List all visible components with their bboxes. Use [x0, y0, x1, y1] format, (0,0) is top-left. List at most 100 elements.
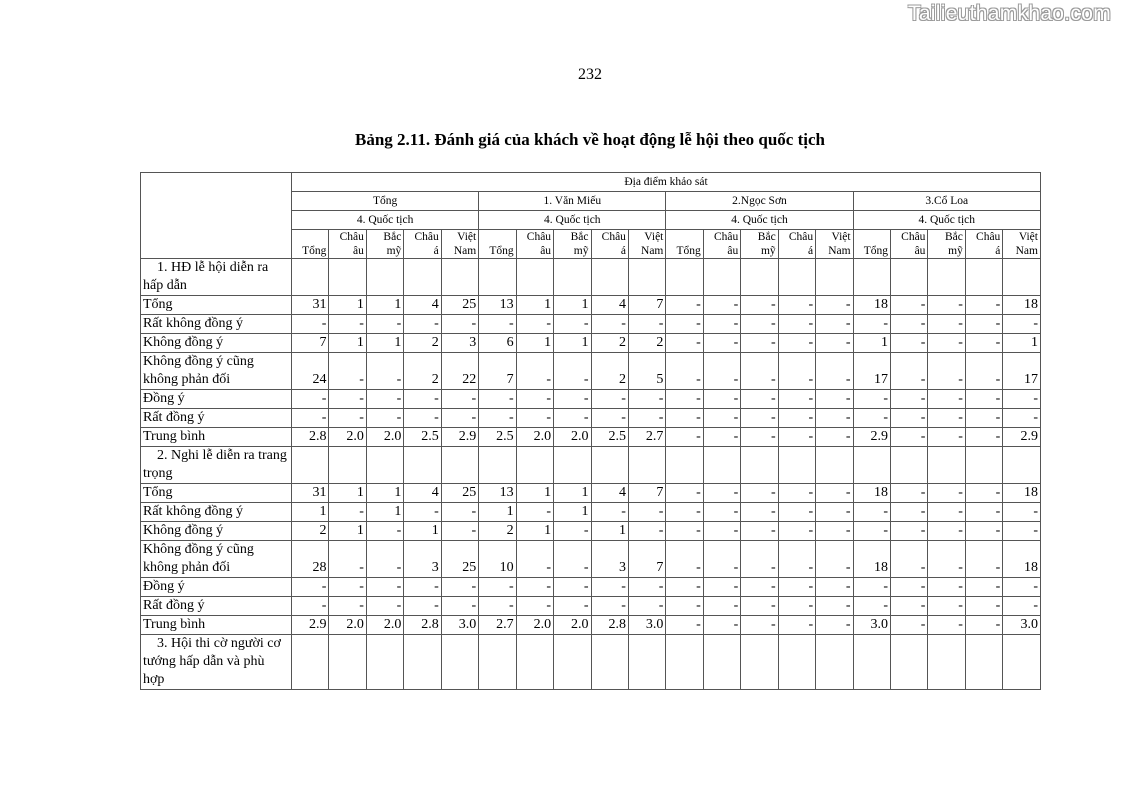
value-cell: 22 — [440, 352, 480, 390]
value-cell: 13 — [478, 483, 517, 503]
value-cell: 2 — [403, 333, 442, 353]
empty-cell — [478, 446, 517, 484]
value-cell: - — [927, 333, 966, 353]
value-cell: - — [627, 389, 667, 409]
value-cell: - — [478, 389, 517, 409]
column-header-line1 — [294, 231, 326, 245]
value-cell: 1 — [328, 521, 367, 541]
value-cell: - — [665, 577, 704, 597]
evaluation-table: Địa điểm khảo sát Tổng 1. Văn Miếu 2.Ngọc S… — [140, 172, 1041, 691]
value-cell: 2.0 — [365, 615, 405, 635]
row-label: Rất đồng ý — [140, 408, 292, 428]
column-header-line2: mỹ — [386, 245, 402, 257]
value-cell: - — [740, 577, 779, 597]
value-cell: - — [365, 389, 405, 409]
value-cell: 3.0 — [1002, 615, 1041, 635]
value-cell: - — [665, 427, 704, 447]
value-cell: - — [702, 502, 742, 522]
value-cell: - — [927, 596, 966, 616]
table-row: Trung bình 2.9 2.0 2.0 2.8 3.0 2.7 2.0 2.0 2.8 3.0… — [140, 615, 1041, 635]
column-header-line2: Nam — [641, 245, 664, 257]
column-header-line2: á — [620, 245, 626, 257]
value-cell: 2.5 — [403, 427, 442, 447]
empty-cell — [815, 633, 854, 691]
empty-cell — [852, 446, 892, 484]
value-cell: - — [815, 389, 854, 409]
empty-cell — [964, 446, 1004, 484]
empty-cell — [440, 633, 480, 691]
value-cell: - — [627, 521, 667, 541]
value-cell: - — [440, 596, 480, 616]
value-cell: 2 — [590, 352, 629, 390]
value-cell: 18 — [852, 483, 892, 503]
column-header-line1: Châu — [526, 231, 552, 243]
value-cell: - — [927, 615, 966, 635]
value-cell: 7 — [627, 540, 667, 578]
empty-cell — [927, 258, 966, 296]
value-cell: 24 — [290, 352, 330, 390]
value-cell: - — [927, 352, 966, 390]
empty-cell — [964, 633, 1004, 691]
value-cell: 3 — [403, 540, 442, 578]
value-cell: 25 — [440, 295, 480, 315]
value-cell: - — [777, 596, 817, 616]
value-cell: - — [927, 295, 966, 315]
empty-cell — [852, 633, 892, 691]
row-label: Không đồng ý — [140, 333, 292, 353]
value-cell: - — [740, 408, 779, 428]
value-cell: - — [515, 352, 555, 390]
value-cell: 4 — [590, 483, 629, 503]
value-cell: 7 — [478, 352, 517, 390]
value-cell: 2.8 — [290, 427, 330, 447]
column-header-line2: á — [995, 245, 1001, 257]
column-header: Bắc mỹ — [740, 229, 779, 259]
value-cell: 2.7 — [627, 427, 667, 447]
empty-cell — [777, 446, 817, 484]
value-cell: - — [403, 408, 442, 428]
value-cell: - — [964, 521, 1004, 541]
value-cell: 2.0 — [515, 615, 555, 635]
value-cell: - — [852, 596, 892, 616]
value-cell: - — [665, 333, 704, 353]
section-row: 1. HĐ lễ hội diễn ra hấp dẫn — [140, 258, 1041, 296]
value-cell: - — [702, 408, 742, 428]
value-cell: 2.0 — [553, 615, 592, 635]
value-cell: - — [665, 389, 704, 409]
subgroup-header: 4. Quốc tịch — [478, 210, 667, 230]
value-cell: - — [889, 427, 929, 447]
value-cell: 1 — [515, 521, 555, 541]
value-cell: 2.9 — [290, 615, 330, 635]
empty-cell — [365, 258, 405, 296]
value-cell: - — [740, 521, 779, 541]
value-cell: - — [328, 577, 367, 597]
value-cell: 2.5 — [590, 427, 629, 447]
value-cell: - — [964, 333, 1004, 353]
column-header: Việt Nam — [627, 229, 667, 259]
value-cell: 2.9 — [852, 427, 892, 447]
row-label: Rất không đồng ý — [140, 502, 292, 522]
column-header: Bắc mỹ — [553, 229, 592, 259]
group-header: 1. Văn Miếu — [478, 191, 667, 211]
section-label: 3. Hội thi cờ người cơ tướng hấp dẫn và … — [140, 633, 292, 691]
value-cell: - — [553, 408, 592, 428]
column-header: Việt Nam — [815, 229, 854, 259]
value-cell: - — [365, 596, 405, 616]
value-cell: - — [777, 295, 817, 315]
column-header: Bắc mỹ — [927, 229, 966, 259]
value-cell: - — [515, 596, 555, 616]
subgroup-header: 4. Quốc tịch — [290, 210, 480, 230]
value-cell: 3.0 — [852, 615, 892, 635]
value-cell: - — [702, 295, 742, 315]
value-cell: - — [889, 352, 929, 390]
value-cell: - — [702, 577, 742, 597]
value-cell: 1 — [553, 502, 592, 522]
row-label: Tổng — [140, 295, 292, 315]
value-cell: - — [927, 483, 966, 503]
table-title: Bảng 2.11. Đánh giá của khách về hoạt độ… — [355, 130, 825, 149]
value-cell: - — [665, 408, 704, 428]
group-header: 2.Ngọc Sơn — [665, 191, 854, 211]
value-cell: - — [290, 596, 330, 616]
